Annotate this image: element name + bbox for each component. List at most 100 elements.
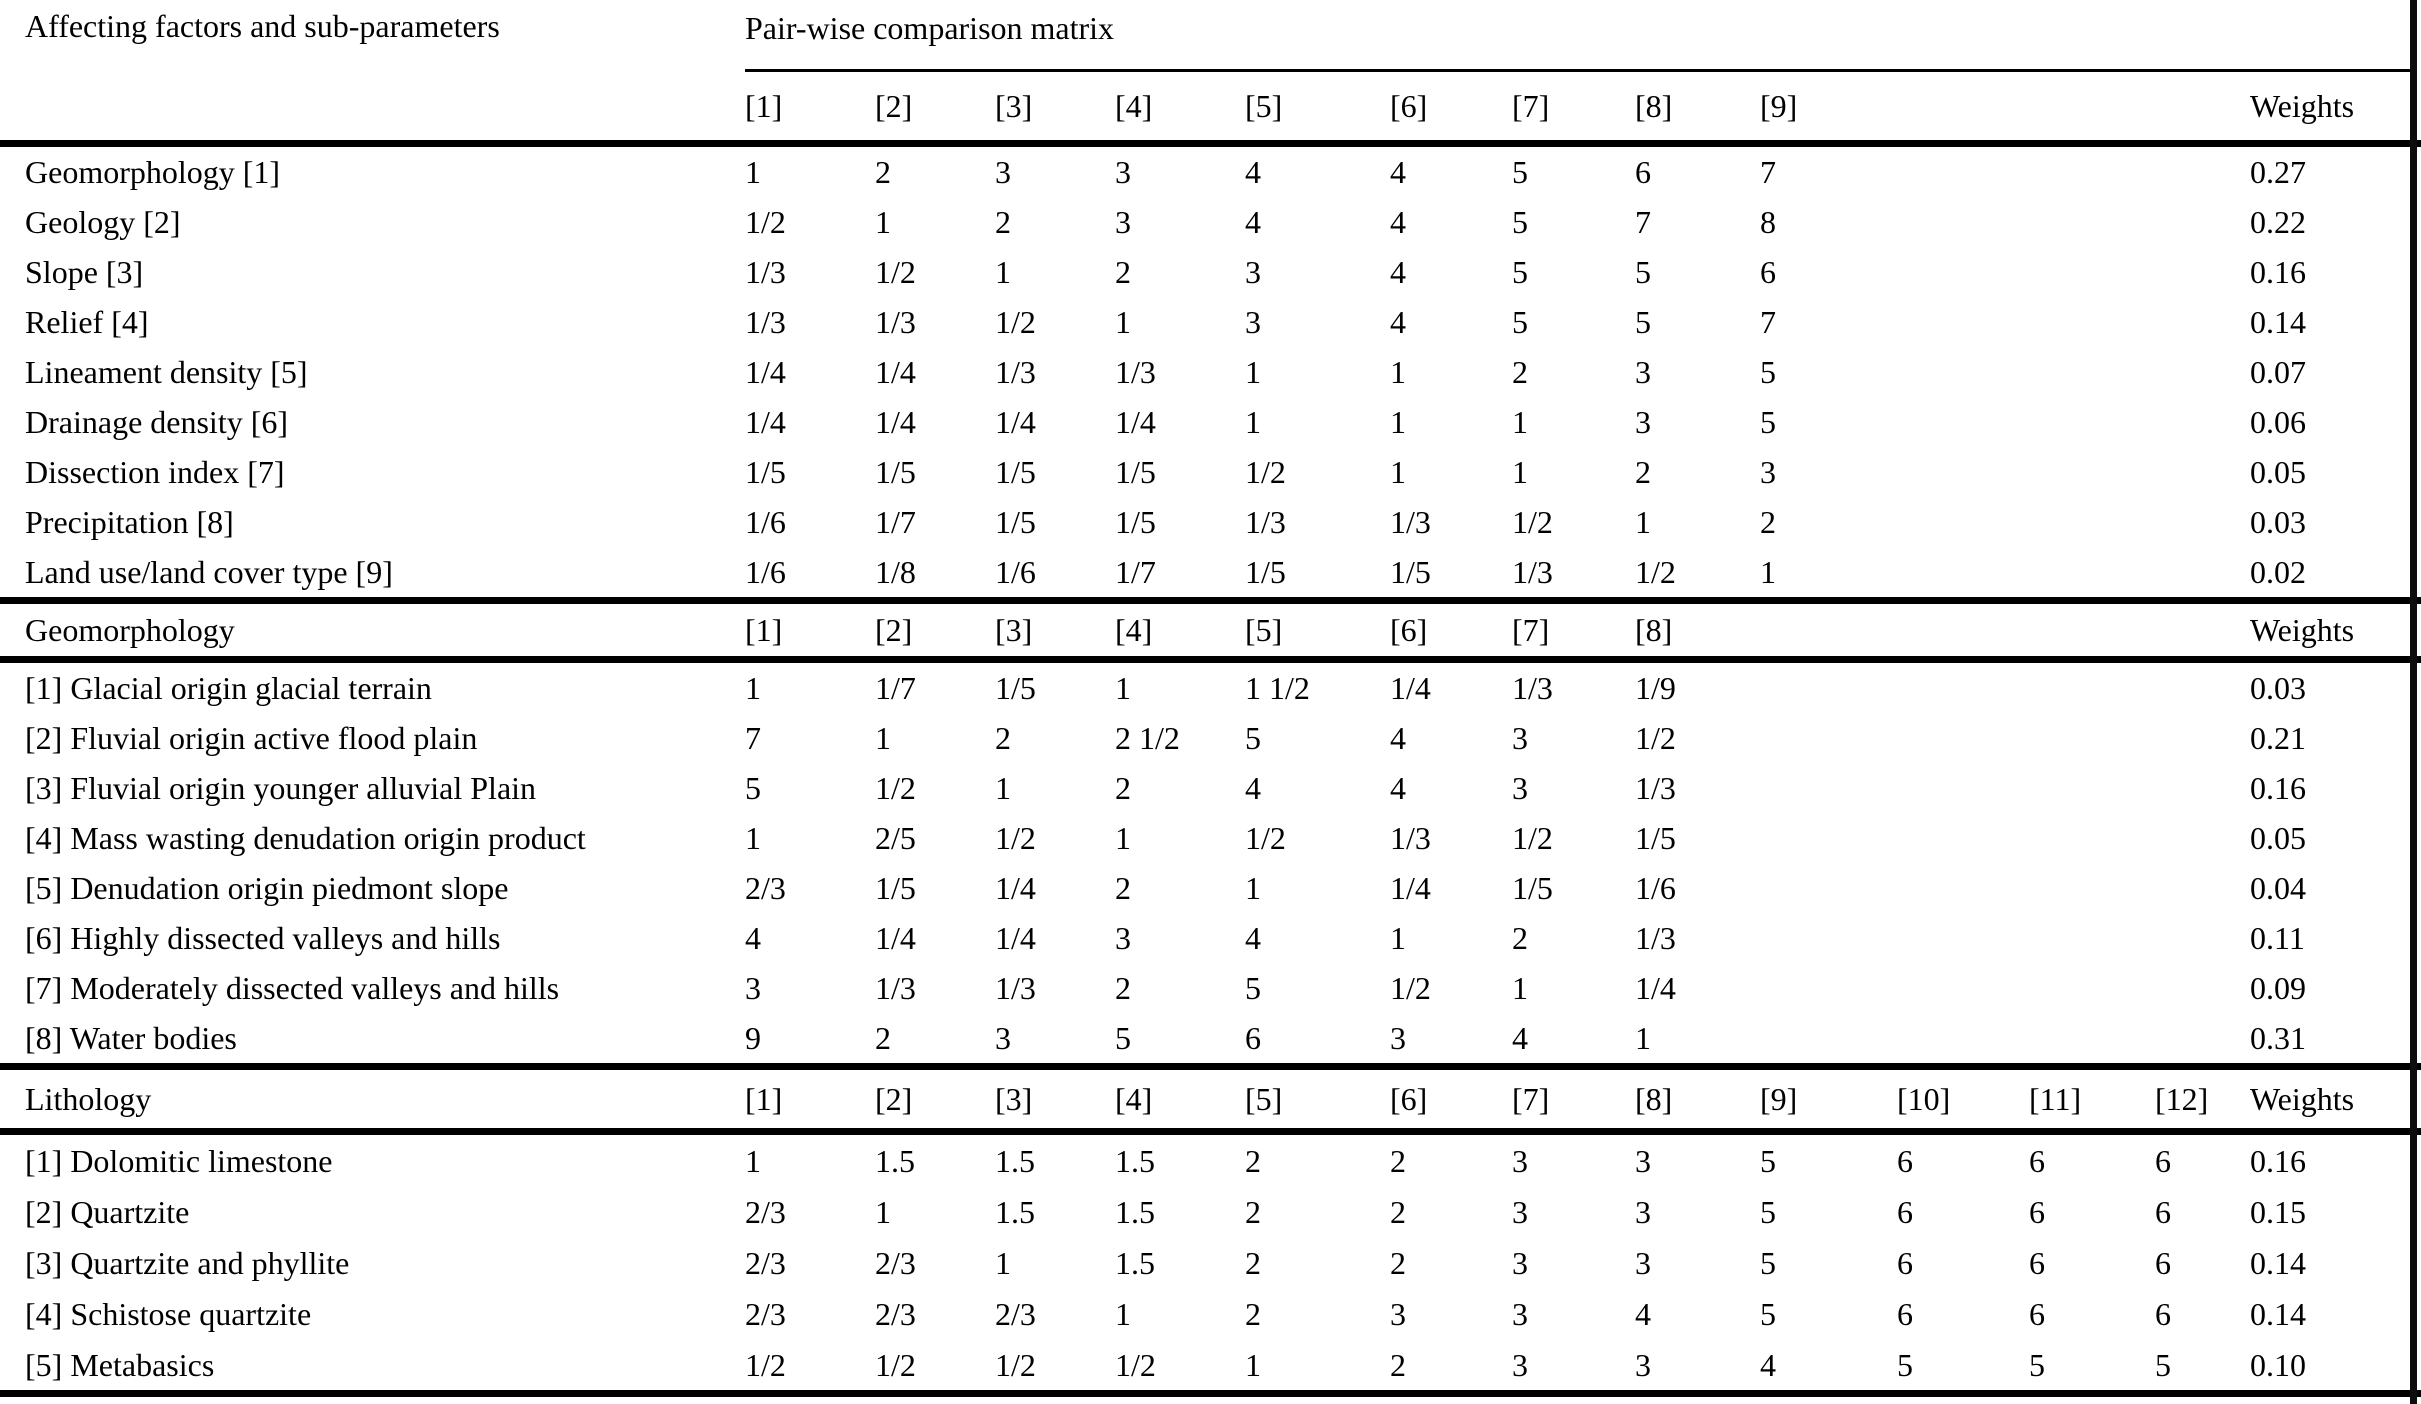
table-row: Geomorphology [1] 1 2 3 3 4 4 5 6 7 0.27 [0, 147, 2421, 197]
matrix-cell: [4] [1115, 1081, 1153, 1117]
matrix-cell: [6] [1390, 1081, 1428, 1117]
weight-value: 0.16 [2250, 254, 2306, 290]
weight-value: 0.03 [2250, 670, 2306, 706]
matrix-cell: [4] [1115, 88, 1153, 124]
matrix-cell: 1/4 [995, 870, 1036, 906]
matrix-cell: 2 [1245, 1244, 1261, 1281]
matrix-cell: 2 [875, 154, 891, 190]
matrix-cell: 7 [1635, 204, 1651, 240]
matrix-cell: [10] [1897, 1081, 1951, 1117]
row-label: [3] Quartzite and phyllite [25, 1244, 350, 1281]
matrix-cell: 1/4 [1635, 970, 1676, 1006]
matrix-cell: 5 [1760, 1244, 1776, 1281]
matrix-cell: 1/2 [1115, 1346, 1156, 1383]
matrix-cell: 3 [1512, 1244, 1528, 1281]
matrix-cell: 1/7 [875, 670, 916, 706]
matrix-cell: [6] [1390, 88, 1428, 124]
table-row: [3] Quartzite and phyllite 2/3 2/3 1 1.5 2 2 3 3… [0, 1237, 2421, 1288]
matrix-cell: 2 [1760, 504, 1776, 540]
matrix-cell: 1/3 [1115, 354, 1156, 390]
section-title: Lithology [25, 1081, 152, 1117]
weight-value: 0.10 [2250, 1346, 2306, 1383]
weight-value: 0.14 [2250, 304, 2306, 340]
row-label: [2] Fluvial origin active flood plain [25, 720, 478, 756]
page-scan-edge [2410, 0, 2417, 1404]
weight-value: 0.27 [2250, 154, 2306, 190]
matrix-cell: [5] [1245, 88, 1283, 124]
matrix-cell: 1/3 [1245, 504, 1286, 540]
matrix-cell: 2 [1390, 1346, 1406, 1383]
matrix-cell: 6 [2029, 1142, 2045, 1179]
matrix-cell: 6 [2029, 1295, 2045, 1332]
matrix-cell: 1/2 [1512, 504, 1553, 540]
matrix-cell: 1/3 [1390, 504, 1431, 540]
matrix-cell: 2 [1390, 1244, 1406, 1281]
row-label: [4] Schistose quartzite [25, 1295, 312, 1332]
matrix-cell: [2] [875, 612, 913, 648]
matrix-cell: 1 1/2 [1245, 670, 1310, 706]
matrix-cell: [5] [1245, 612, 1283, 648]
table-row: Precipitation [8] 1/6 1/7 1/5 1/5 1/3 1/3 1/2 1 2… [0, 497, 2421, 547]
matrix-cell: 3 [1115, 920, 1131, 956]
weight-value: 0.15 [2250, 1193, 2306, 1230]
section-title: Geomorphology [25, 612, 235, 648]
matrix-cell: 3 [1635, 1346, 1651, 1383]
matrix-cell: 6 [1897, 1295, 1913, 1332]
matrix-cell: 1 [1635, 504, 1651, 540]
matrix-cell: 1 [1635, 1020, 1651, 1056]
weights-header: Weights [2250, 88, 2355, 124]
matrix-cell: 6 [2155, 1193, 2171, 1230]
table-row: Drainage density [6] 1/4 1/4 1/4 1/4 1 1 1 3 5 0.0… [0, 397, 2421, 447]
row-label: [1] Glacial origin glacial terrain [25, 670, 432, 706]
row-label: Relief [4] [25, 304, 149, 340]
matrix-cell: 5 [745, 770, 761, 806]
matrix-cell: 4 [1390, 154, 1406, 190]
matrix-cell: [3] [995, 88, 1033, 124]
matrix-cell: 1/6 [995, 554, 1036, 590]
matrix-cell: 1 [1115, 1295, 1131, 1332]
matrix-cell: 1/3 [1635, 920, 1676, 956]
table-row: [3] Fluvial origin younger alluvial Plai… [0, 763, 2421, 813]
weight-value: 0.02 [2250, 554, 2306, 590]
matrix-cell: 1/2 [995, 820, 1036, 856]
row-label: Precipitation [8] [25, 504, 234, 540]
matrix-cell: 1 [1115, 304, 1131, 340]
section-lithology: [1] Dolomitic limestone 1 1.5 1.5 1.5 2 2 3 3 5 6 6… [0, 1135, 2421, 1397]
matrix-cell: 9 [745, 1020, 761, 1056]
matrix-cell: 1/2 [745, 204, 786, 240]
weight-value: 0.07 [2250, 354, 2306, 390]
matrix-cell: 2 [1245, 1193, 1261, 1230]
pairwise-matrix-spanner: Pair-wise comparison matrix [745, 0, 2411, 72]
matrix-cell: 4 [1245, 770, 1261, 806]
matrix-cell: 1/8 [875, 554, 916, 590]
matrix-cell: 6 [2155, 1142, 2171, 1179]
matrix-cell: 1/5 [875, 870, 916, 906]
matrix-cell: [12] [2155, 1081, 2209, 1117]
matrix-cell: 1/4 [745, 404, 786, 440]
weight-value: 0.03 [2250, 504, 2306, 540]
row-label: [6] Highly dissected valleys and hills [25, 920, 501, 956]
weight-value: 0.06 [2250, 404, 2306, 440]
matrix-cell: 3 [995, 154, 1011, 190]
section-header-geomorphology: Geomorphology [1] [2] [3] [4] [5] [6] [7] [8] Wei… [0, 604, 2421, 663]
matrix-cell: 4 [1390, 770, 1406, 806]
matrix-cell: [3] [995, 612, 1033, 648]
matrix-cell: 1 [1245, 870, 1261, 906]
matrix-cell: 1/3 [1512, 554, 1553, 590]
matrix-cell: 1/5 [1390, 554, 1431, 590]
table-row: [8] Water bodies 9 2 3 5 6 3 4 1 0.31 [0, 1013, 2421, 1063]
matrix-cell: 1/5 [1115, 504, 1156, 540]
matrix-cell: 1 [995, 770, 1011, 806]
matrix-cell: 4 [1390, 254, 1406, 290]
table-row: Slope [3] 1/3 1/2 1 2 3 4 5 5 6 0.16 [0, 247, 2421, 297]
matrix-cell: 1/4 [1390, 670, 1431, 706]
matrix-cell: 3 [1635, 404, 1651, 440]
matrix-cell: 1 [1390, 404, 1406, 440]
pairwise-matrix-title: Pair-wise comparison matrix [745, 10, 1115, 46]
matrix-cell: 4 [1390, 204, 1406, 240]
matrix-cell: 2/3 [745, 1193, 786, 1230]
matrix-cell: 2/3 [745, 1244, 786, 1281]
table-row: [5] Metabasics 1/2 1/2 1/2 1/2 1 2 3 3 4 5 5 5 0.10 [0, 1339, 2421, 1390]
matrix-cell: 1 [875, 720, 891, 756]
matrix-cell: 1 [875, 1193, 891, 1230]
